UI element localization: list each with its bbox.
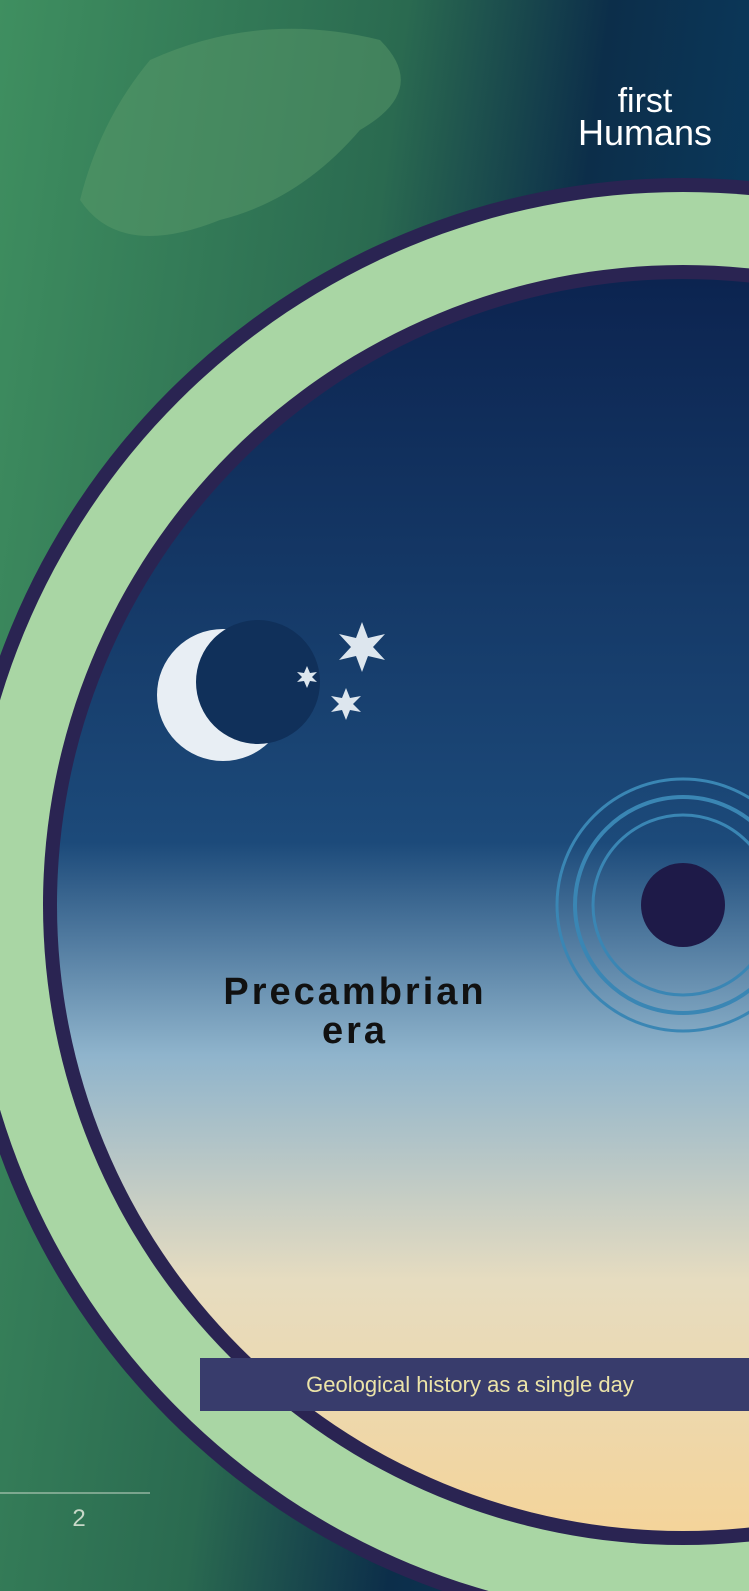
heading: first (618, 82, 673, 120)
decoration (157, 620, 749, 1033)
star (331, 688, 361, 720)
center-disc (641, 863, 725, 947)
land-texture (80, 28, 401, 236)
moon-shadow (196, 620, 320, 744)
caption: Geological history as a single day (306, 1372, 634, 1397)
era-label: Precambrian (223, 971, 486, 1013)
era-label: era (322, 1010, 388, 1052)
dial (0, 178, 749, 1591)
star (297, 666, 317, 688)
ring (573, 795, 749, 1015)
caption-banner (200, 1358, 749, 1411)
ring (555, 777, 749, 1033)
ring (591, 813, 749, 997)
dial-face (57, 279, 749, 1531)
heading: Humans (578, 112, 712, 153)
star (339, 622, 385, 672)
page-number: 2 (72, 1505, 85, 1532)
